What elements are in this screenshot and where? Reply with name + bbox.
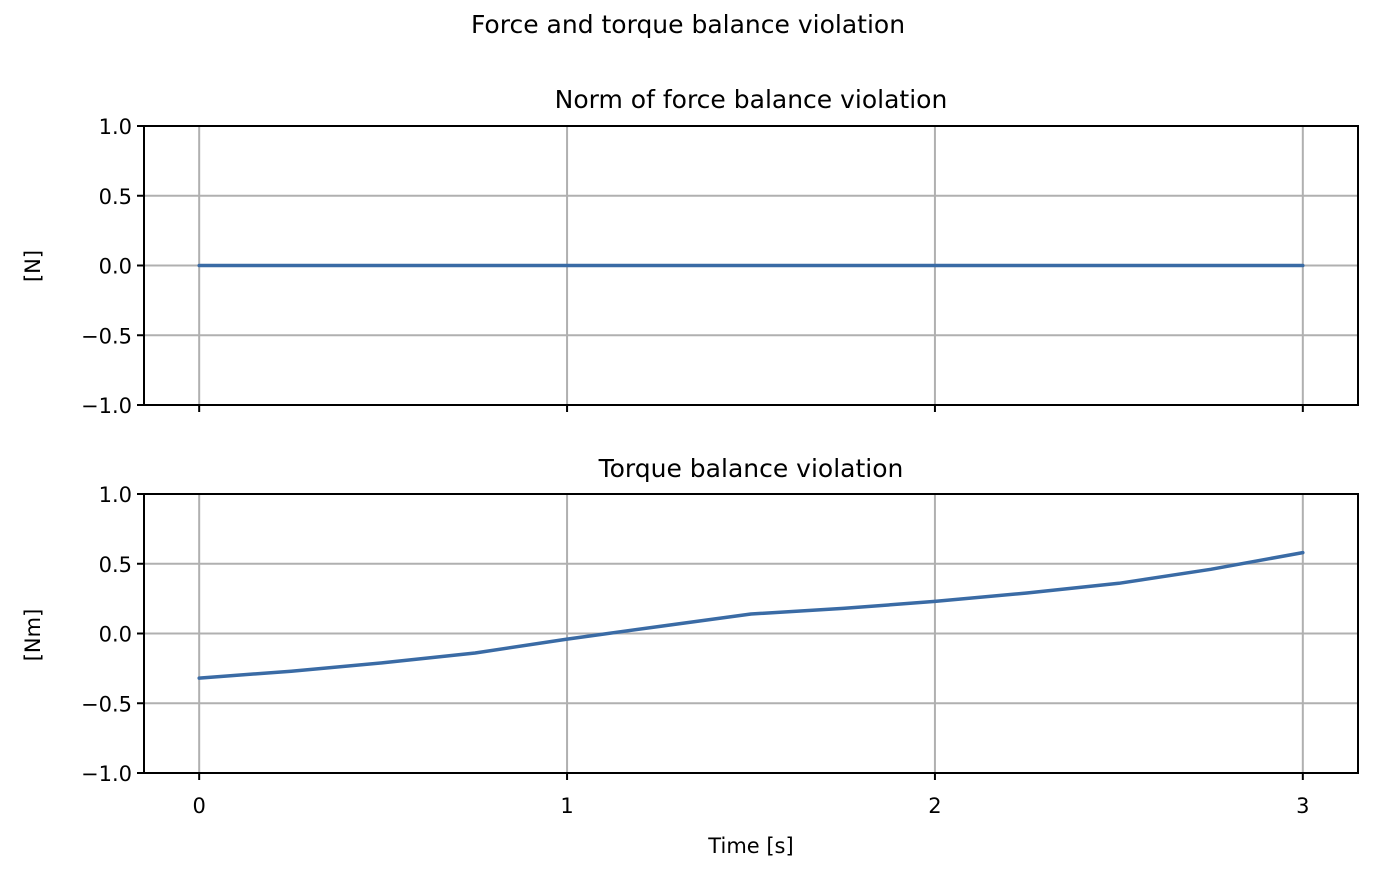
force-y-ticks: 1.0 0.5 0.0 −0.5 −1.0 <box>81 115 144 418</box>
torque-axes-title: Torque balance violation <box>598 454 904 483</box>
torque-series-line-0 <box>197 550 1305 680</box>
force-y-tick-label-1: 0.5 <box>99 185 132 209</box>
torque-y-tick-label-1: 0.5 <box>99 553 132 577</box>
x-axis-label: Time [s] <box>707 834 793 858</box>
force-y-axis-label: [N] <box>21 250 45 282</box>
force-y-tick-label-0: 1.0 <box>99 115 132 139</box>
torque-y-tick-label-3: −0.5 <box>81 692 132 716</box>
figure-title: Force and torque balance violation <box>471 10 905 39</box>
force-y-tick-label-3: −0.5 <box>81 324 132 348</box>
torque-series <box>197 550 1305 680</box>
torque-x-tick-label-1: 1 <box>560 794 573 818</box>
force-x-ticks <box>198 405 1304 412</box>
torque-y-tick-label-0: 1.0 <box>99 483 132 507</box>
torque-x-tick-label-0: 0 <box>192 794 205 818</box>
torque-balance-axes: Torque balance violation 0 1 2 3 1.0 0.5 0.0 −… <box>21 454 1359 858</box>
torque-y-tick-label-2: 0.0 <box>99 623 132 647</box>
torque-y-tick-label-4: −1.0 <box>81 762 132 786</box>
torque-y-axis-label: [Nm] <box>21 609 45 662</box>
torque-x-ticks: 0 1 2 3 <box>192 773 1310 818</box>
force-y-tick-label-4: −1.0 <box>81 394 132 418</box>
force-balance-axes: Norm of force balance violation 1.0 0.5 0.… <box>21 85 1359 418</box>
force-axes-title: Norm of force balance violation <box>555 85 948 114</box>
torque-x-tick-label-3: 3 <box>1296 794 1309 818</box>
force-y-tick-label-2: 0.0 <box>99 255 132 279</box>
torque-y-ticks: 1.0 0.5 0.0 −0.5 −1.0 <box>81 483 144 786</box>
torque-x-tick-label-2: 2 <box>928 794 941 818</box>
torque-grid <box>144 493 1358 774</box>
